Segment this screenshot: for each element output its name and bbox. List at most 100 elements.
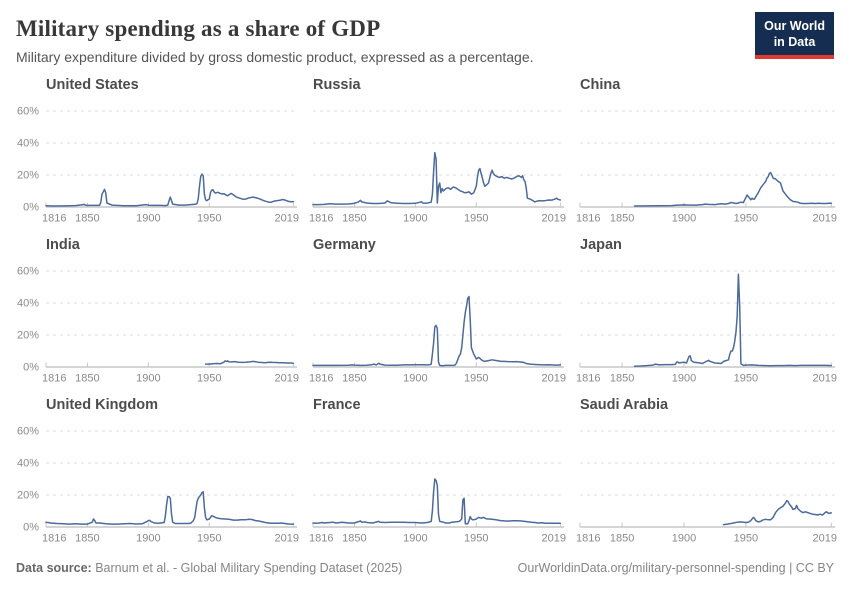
x-tick-label: 1950 <box>464 373 488 385</box>
y-tick-label: 20% <box>17 490 39 502</box>
footer-link[interactable]: OurWorldinData.org/military-personnel-sp… <box>517 561 834 575</box>
x-tick-label: 1816 <box>42 213 66 225</box>
x-tick-label: 2019 <box>813 533 837 545</box>
chart-russia[interactable]: 1816 1850 1900 1950 2019 <box>309 97 566 231</box>
chart-title-france: France <box>313 397 361 413</box>
chart-cell-japan: Japan 1816 1850 1900 1950 2019 <box>576 237 837 391</box>
y-tick-label: 60% <box>17 266 39 278</box>
chart-title-india: India <box>46 237 80 253</box>
chart-saudi-arabia[interactable]: 1816 1850 1900 1950 2019 <box>576 417 837 551</box>
y-tick-label: 0% <box>23 362 39 374</box>
x-tick-label: 1900 <box>136 213 160 225</box>
x-tick-label: 2019 <box>542 373 566 385</box>
x-tick-label: 1850 <box>610 373 634 385</box>
x-tick-label: 1950 <box>734 373 758 385</box>
x-tick-label: 1900 <box>136 533 160 545</box>
chart-cell-france: France 1816 1850 1900 1950 2019 <box>309 397 566 551</box>
chart-cell-india: India 1816 1850 1900 1950 2019 0% 20% 40% 60% <box>16 237 299 391</box>
x-tick-label: 1850 <box>610 533 634 545</box>
chart-japan[interactable]: 1816 1850 1900 1950 2019 <box>576 257 837 391</box>
x-tick-label: 1850 <box>342 533 366 545</box>
x-tick-label: 1816 <box>576 373 600 385</box>
x-tick-label: 1850 <box>610 213 634 225</box>
owid-logo-line2: in Data <box>773 34 816 49</box>
x-tick-label: 1950 <box>197 373 221 385</box>
footer-datasource: Data source: Barnum et al. - Global Mili… <box>16 561 402 575</box>
chart-united-kingdom[interactable]: 1816 1850 1900 1950 2019 0% 20% 40% 60% <box>16 417 299 551</box>
x-tick-label: 1900 <box>672 533 696 545</box>
footer: Data source: Barnum et al. - Global Mili… <box>16 561 834 575</box>
line-series-india <box>204 360 295 365</box>
x-tick-label: 1900 <box>672 373 696 385</box>
x-tick-label: 1950 <box>464 533 488 545</box>
x-tick-label: 1950 <box>734 213 758 225</box>
x-tick-label: 1816 <box>309 533 333 545</box>
y-tick-label: 0% <box>23 202 39 214</box>
x-tick-label: 1950 <box>197 533 221 545</box>
x-tick-label: 2019 <box>813 213 837 225</box>
chart-cell-russia: Russia 1816 1850 1900 1950 2019 <box>309 77 566 231</box>
line-series-saudi-arabia <box>722 499 833 526</box>
chart-title-saudi-arabia: Saudi Arabia <box>580 397 669 413</box>
x-tick-label: 2019 <box>542 533 566 545</box>
line-series-united-states <box>45 173 295 207</box>
x-tick-label: 1950 <box>464 213 488 225</box>
y-tick-label: 60% <box>17 106 39 118</box>
line-series-japan <box>633 273 833 367</box>
x-tick-label: 1900 <box>672 213 696 225</box>
x-tick-label: 1850 <box>342 213 366 225</box>
chart-france[interactable]: 1816 1850 1900 1950 2019 <box>309 417 566 551</box>
charts-grid: United States 1816 1850 1900 1950 2019 0% 20% 40… <box>16 77 837 551</box>
x-tick-label: 1816 <box>576 213 600 225</box>
y-tick-label: 20% <box>17 170 39 182</box>
owid-logo-line1: Our World <box>764 19 825 33</box>
chart-title-russia: Russia <box>313 77 361 93</box>
x-tick-label: 2019 <box>542 213 566 225</box>
x-tick-label: 2019 <box>813 373 837 385</box>
x-tick-label: 1900 <box>403 213 427 225</box>
chart-title-japan: Japan <box>580 237 622 253</box>
chart-united-states[interactable]: 1816 1850 1900 1950 2019 0% 20% 40% 60% <box>16 97 299 231</box>
x-tick-label: 1950 <box>197 213 221 225</box>
x-tick-label: 2019 <box>275 213 299 225</box>
datasource-value[interactable]: Barnum et al. - Global Military Spending… <box>95 561 403 575</box>
chart-title-united-states: United States <box>46 77 139 93</box>
header-text: Military spending as a share of GDP Mili… <box>16 12 534 65</box>
line-series-united-kingdom <box>45 491 295 525</box>
x-tick-label: 1850 <box>75 533 99 545</box>
x-tick-label: 2019 <box>275 533 299 545</box>
y-tick-label: 20% <box>17 330 39 342</box>
line-series-france <box>312 478 562 525</box>
x-tick-label: 1850 <box>75 373 99 385</box>
x-tick-label: 1816 <box>576 533 600 545</box>
x-tick-label: 1900 <box>136 373 160 385</box>
chart-title-germany: Germany <box>313 237 376 253</box>
x-tick-label: 1900 <box>403 533 427 545</box>
x-tick-label: 1816 <box>309 213 333 225</box>
y-tick-label: 60% <box>17 426 39 438</box>
page-title: Military spending as a share of GDP <box>16 16 381 41</box>
x-tick-label: 1900 <box>403 373 427 385</box>
x-tick-label: 2019 <box>275 373 299 385</box>
line-series-china <box>633 171 833 207</box>
chart-title-china: China <box>580 77 621 93</box>
chart-cell-united-kingdom: United Kingdom 1816 1850 1900 1950 2019 0% 20% 4… <box>16 397 299 551</box>
x-tick-label: 1850 <box>342 373 366 385</box>
page-subtitle: Military expenditure divided by gross do… <box>16 49 534 65</box>
y-tick-label: 40% <box>17 458 39 470</box>
owid-logo[interactable]: Our World in Data <box>755 12 834 60</box>
chart-cell-germany: Germany 1816 1850 1900 1950 2019 <box>309 237 566 391</box>
x-tick-label: 1816 <box>309 373 333 385</box>
chart-title-united-kingdom: United Kingdom <box>46 397 158 413</box>
chart-cell-china: China 1816 1850 1900 1950 2019 <box>576 77 837 231</box>
x-tick-label: 1816 <box>42 373 66 385</box>
chart-germany[interactable]: 1816 1850 1900 1950 2019 <box>309 257 566 391</box>
line-series-germany <box>312 295 562 367</box>
chart-china[interactable]: 1816 1850 1900 1950 2019 <box>576 97 837 231</box>
x-tick-label: 1816 <box>42 533 66 545</box>
chart-cell-saudi-arabia: Saudi Arabia 1816 1850 1900 1950 2019 <box>576 397 837 551</box>
chart-india[interactable]: 1816 1850 1900 1950 2019 0% 20% 40% 60% <box>16 257 299 391</box>
header: Military spending as a share of GDP Mili… <box>16 12 834 65</box>
line-series-russia <box>312 151 562 206</box>
